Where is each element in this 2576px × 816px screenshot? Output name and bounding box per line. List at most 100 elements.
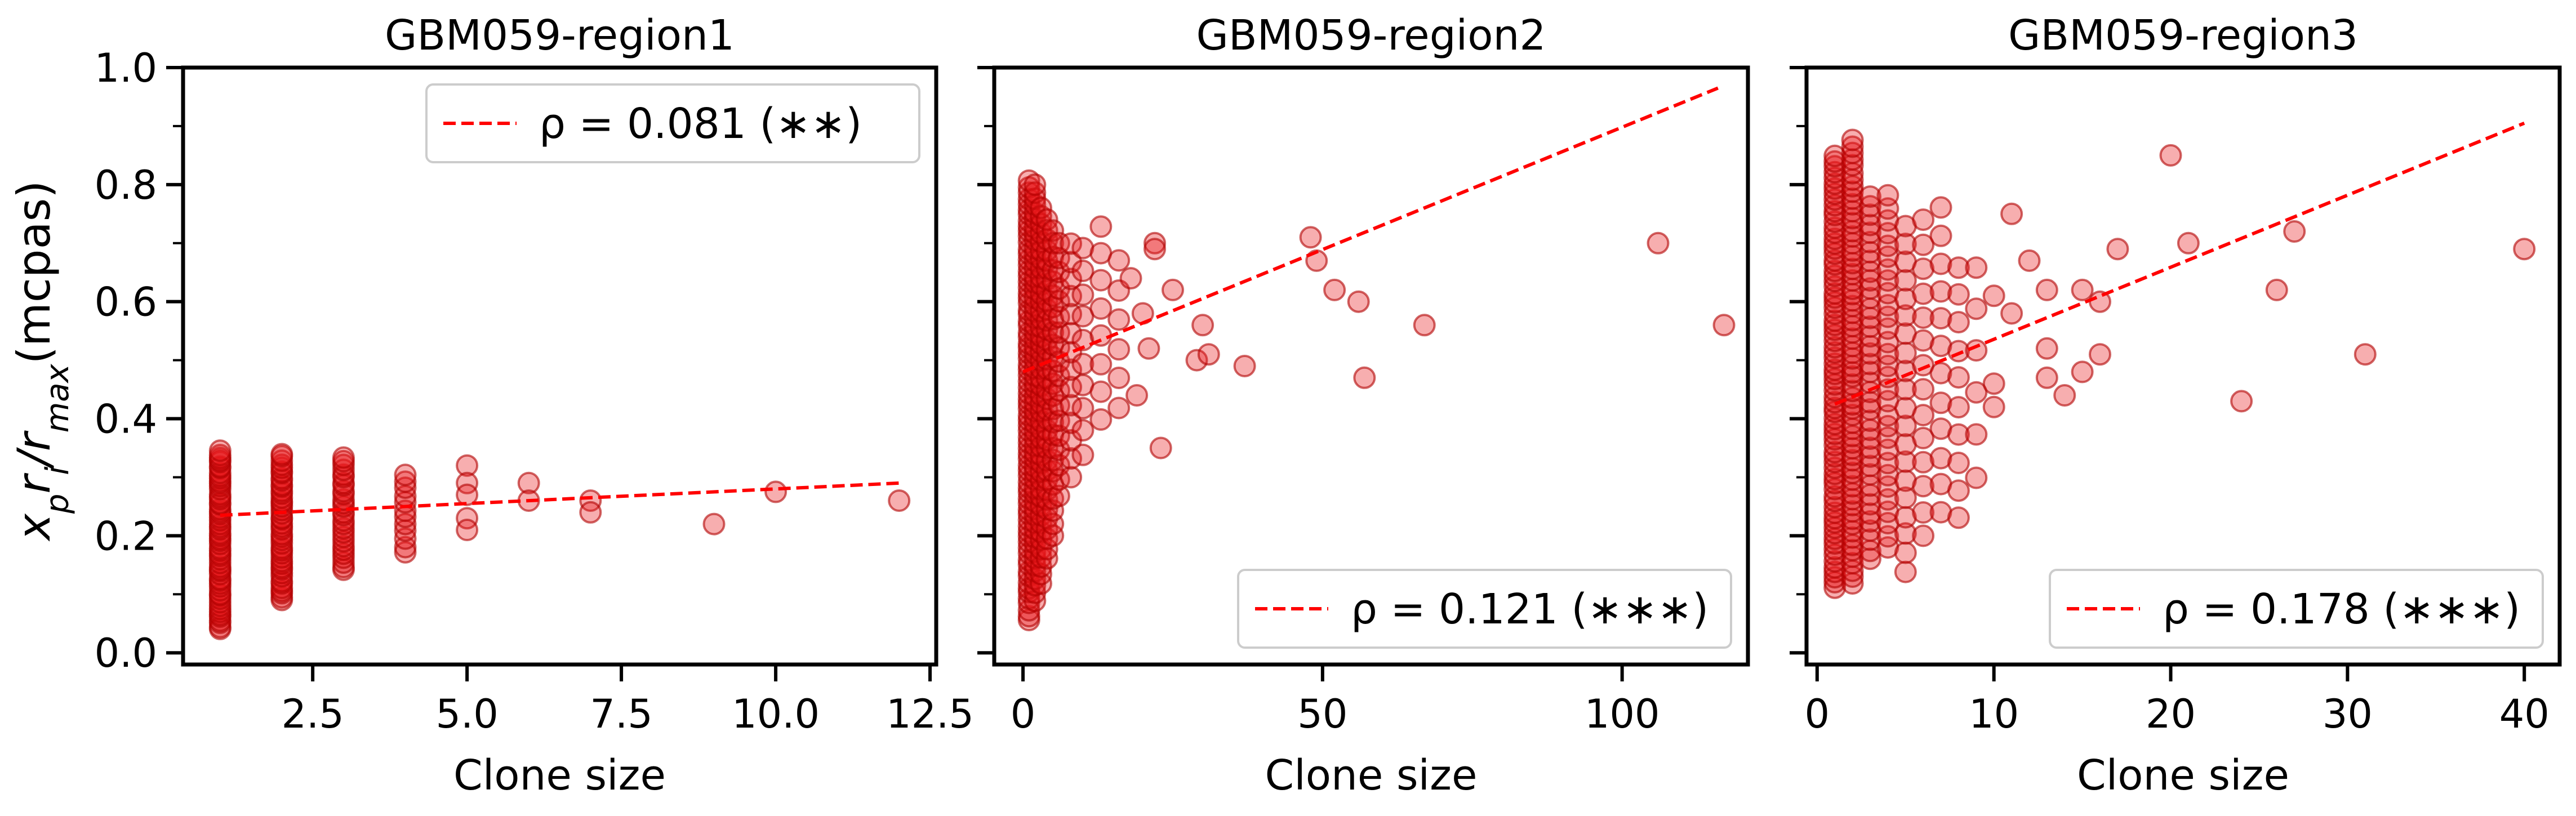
data-point (1089, 380, 1113, 403)
plot-frame (992, 65, 1750, 667)
data-point (1965, 466, 1988, 489)
data-point (579, 489, 602, 512)
data-point (394, 470, 417, 493)
panel-3: GBM059-region3 0 10 20 30 40 Clone size ρ = 0.1… (1790, 11, 2562, 800)
data-point (1823, 413, 1847, 436)
data-point (270, 443, 293, 466)
data-point (2230, 390, 2253, 413)
data-point (1841, 128, 1864, 151)
data-point (1071, 419, 1095, 442)
data-point (1912, 378, 1935, 401)
data-point (1060, 466, 1083, 489)
data-point (2513, 238, 2536, 261)
x-tick-label: 7.5 (590, 691, 652, 737)
data-point (456, 454, 479, 477)
x-tick-label: 10.0 (732, 691, 820, 737)
data-point (2106, 238, 2129, 261)
data-point (2035, 278, 2058, 301)
data-point (1149, 436, 1172, 460)
data-point (1035, 208, 1058, 231)
ylabel-sub-i: i (39, 466, 76, 475)
legend: ρ = 0.081 (∗∗) (425, 83, 920, 163)
data-point (1089, 353, 1113, 376)
data-point (1353, 366, 1376, 389)
data-point (1071, 443, 1095, 466)
data-point (1894, 560, 1917, 583)
data-point (1947, 283, 1970, 306)
data-point (394, 536, 417, 559)
data-point (394, 463, 417, 487)
data-point (1947, 479, 1970, 502)
x-tick-label: 40 (2499, 691, 2550, 737)
data-point (1859, 510, 1881, 533)
data-point (1712, 314, 1736, 337)
y-tick-label: 1.0 (95, 45, 157, 91)
legend-label: ρ = 0.178 (∗∗∗) (2163, 585, 2520, 634)
x-axis-label: Clone size (2077, 751, 2289, 800)
data-point (1894, 378, 1917, 401)
x-tick-label: 50 (1297, 691, 1347, 737)
data-point (1107, 308, 1131, 331)
data-point (1089, 269, 1113, 292)
data-point (1047, 231, 1070, 255)
data-point (1894, 541, 1917, 564)
data-point (1929, 224, 1952, 247)
data-point (208, 439, 232, 462)
data-point (2053, 384, 2076, 407)
legend-box (2049, 569, 2544, 649)
data-point (1894, 486, 1917, 509)
data-point (1894, 233, 1917, 256)
data-point (2071, 360, 2094, 384)
data-point (1107, 338, 1131, 361)
data-point (1841, 135, 1864, 158)
data-point (1894, 269, 1917, 292)
y-tick-label: 0.8 (95, 162, 157, 208)
data-point (1323, 278, 1346, 301)
data-point (1060, 267, 1083, 291)
points (208, 439, 911, 640)
data-point (1859, 221, 1881, 244)
data-point (2035, 366, 2058, 389)
data-point (1859, 427, 1881, 450)
data-point (1965, 423, 1988, 446)
data-point (1107, 367, 1131, 389)
data-point (1191, 314, 1214, 337)
points (1823, 128, 2536, 599)
ylabel-unit: (mcpas) (8, 180, 60, 364)
data-point (1841, 493, 1864, 516)
data-point (764, 480, 788, 503)
data-point (1197, 343, 1220, 366)
data-point (1947, 423, 1970, 446)
data-point (456, 483, 479, 506)
data-point (1929, 252, 1952, 275)
x-axis-label: Clone size (1265, 751, 1478, 800)
ylabel-sub-p: p (39, 494, 76, 515)
data-point (1912, 208, 1935, 231)
data-point (2071, 278, 2094, 301)
data-point (1859, 463, 1881, 486)
data-point (1060, 232, 1083, 255)
data-point (1299, 226, 1322, 249)
data-point (1982, 284, 2005, 307)
data-point (1144, 238, 1166, 261)
data-point (1144, 231, 1166, 255)
data-point (1047, 321, 1070, 344)
trend-line (1022, 86, 1719, 374)
ylabel-sub-max: max (39, 363, 76, 432)
legend: ρ = 0.178 (∗∗∗) (2049, 569, 2544, 649)
data-point (456, 507, 479, 530)
data-point (1859, 547, 1881, 570)
data-point (1233, 355, 1256, 377)
data-point (1947, 506, 1970, 529)
trend-line (1834, 121, 2525, 406)
trend-line (220, 481, 900, 517)
x-tick-label: 0 (1011, 691, 1036, 737)
ylabel-r: r (8, 472, 60, 494)
data-point (2000, 302, 2023, 325)
data-point (1876, 342, 1899, 365)
data-point (517, 471, 540, 494)
x-tick-label: 20 (2146, 691, 2196, 737)
data-point (1107, 249, 1131, 272)
data-point (1947, 311, 1970, 334)
data-point (1947, 396, 1970, 419)
